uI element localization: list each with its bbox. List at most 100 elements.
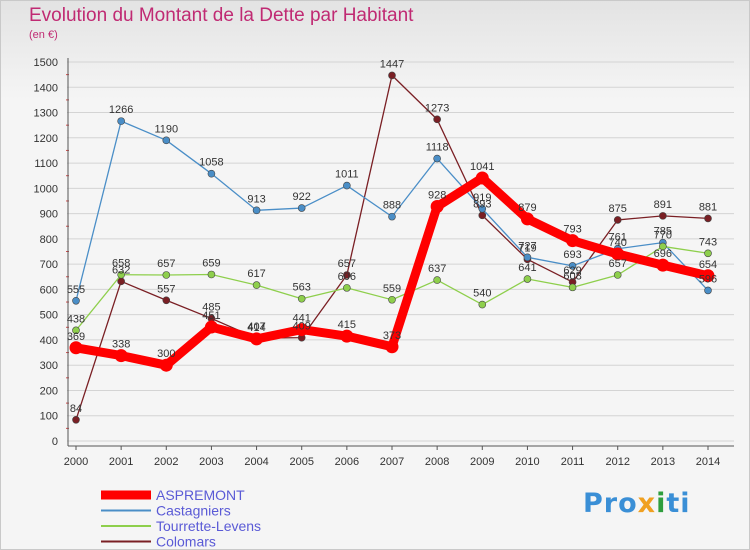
data-label: 922 bbox=[293, 191, 311, 203]
data-point bbox=[343, 181, 351, 190]
data-point bbox=[297, 294, 306, 303]
x-tick-label: 2002 bbox=[154, 456, 178, 468]
data-label: 657 bbox=[338, 258, 356, 270]
data-point bbox=[568, 283, 577, 292]
y-tick-label: 1300 bbox=[34, 108, 58, 120]
data-label: 557 bbox=[157, 283, 175, 295]
legend-label: Colomars bbox=[156, 534, 216, 550]
data-label: 696 bbox=[654, 248, 672, 260]
data-point bbox=[613, 271, 622, 279]
data-label: 555 bbox=[67, 284, 85, 296]
y-tick-label: 100 bbox=[40, 411, 58, 423]
x-tick-label: 2013 bbox=[651, 456, 675, 468]
data-label: 893 bbox=[473, 198, 491, 210]
data-point bbox=[204, 320, 218, 334]
data-point bbox=[117, 277, 125, 286]
y-tick-label: 300 bbox=[40, 360, 58, 372]
data-label: 84 bbox=[70, 403, 82, 415]
data-point bbox=[297, 204, 306, 212]
data-label: 300 bbox=[157, 348, 175, 360]
data-label: 793 bbox=[563, 224, 581, 236]
data-label: 409 bbox=[293, 321, 311, 333]
data-label: 881 bbox=[699, 201, 717, 213]
data-point bbox=[252, 206, 261, 215]
data-point bbox=[611, 247, 625, 261]
data-label: 1058 bbox=[199, 157, 223, 169]
data-point bbox=[659, 242, 667, 251]
chart-title: Evolution du Montant de la Dette par Hab… bbox=[29, 5, 414, 26]
legend-label: Tourrette-Levens bbox=[156, 518, 261, 534]
y-tick-label: 500 bbox=[40, 310, 58, 322]
data-point bbox=[388, 295, 396, 304]
data-label: 629 bbox=[563, 265, 581, 277]
data-label: 415 bbox=[338, 319, 356, 331]
data-label: 441 bbox=[293, 313, 311, 325]
data-point bbox=[295, 323, 309, 337]
y-tick-label: 0 bbox=[52, 436, 58, 448]
legend-label: Castagniers bbox=[156, 503, 231, 519]
data-point bbox=[72, 415, 80, 424]
data-point bbox=[385, 340, 399, 354]
data-point bbox=[656, 258, 670, 272]
data-label: 913 bbox=[247, 193, 265, 205]
data-label: 743 bbox=[699, 236, 717, 248]
y-tick-label: 1100 bbox=[34, 158, 58, 170]
data-label: 659 bbox=[202, 257, 220, 269]
data-label: 1011 bbox=[335, 169, 359, 181]
y-tick-label: 600 bbox=[40, 284, 58, 296]
data-point bbox=[523, 253, 532, 262]
data-point bbox=[159, 358, 173, 372]
data-label: 879 bbox=[518, 202, 536, 214]
y-tick-label: 400 bbox=[40, 335, 58, 347]
data-point bbox=[72, 296, 80, 305]
data-label: 438 bbox=[67, 313, 85, 325]
data-label: 654 bbox=[699, 259, 717, 271]
data-point bbox=[388, 71, 396, 80]
y-tick-label: 200 bbox=[40, 385, 58, 397]
data-label: 637 bbox=[428, 263, 446, 275]
data-point bbox=[207, 169, 216, 178]
data-point bbox=[523, 275, 532, 283]
data-label: 888 bbox=[383, 200, 401, 212]
data-point bbox=[520, 212, 534, 226]
data-point bbox=[433, 276, 441, 284]
data-point bbox=[162, 136, 171, 145]
data-label: 606 bbox=[338, 271, 356, 283]
data-label: 338 bbox=[112, 339, 130, 351]
data-point bbox=[72, 326, 80, 335]
data-point bbox=[475, 171, 489, 185]
data-point bbox=[340, 329, 354, 343]
y-tick-label: 1000 bbox=[34, 183, 58, 195]
data-label: 740 bbox=[609, 237, 627, 249]
data-point bbox=[343, 271, 351, 279]
data-point bbox=[704, 214, 712, 223]
data-point bbox=[701, 269, 715, 283]
data-label: 414 bbox=[247, 322, 265, 334]
data-label: 617 bbox=[247, 268, 265, 280]
data-label: 1273 bbox=[425, 102, 449, 114]
data-point bbox=[568, 262, 577, 270]
data-label: 928 bbox=[428, 190, 446, 202]
data-label: 875 bbox=[609, 203, 627, 215]
data-point bbox=[114, 349, 128, 363]
data-point bbox=[388, 212, 396, 221]
data-label: 891 bbox=[654, 199, 672, 211]
data-label: 608 bbox=[563, 270, 581, 282]
y-tick-label: 700 bbox=[40, 259, 58, 271]
data-label: 373 bbox=[383, 330, 401, 342]
x-tick-label: 2003 bbox=[199, 456, 223, 468]
data-label: 693 bbox=[563, 249, 581, 261]
x-tick-label: 2006 bbox=[335, 456, 359, 468]
y-tick-label: 1200 bbox=[34, 133, 58, 145]
data-point bbox=[478, 211, 487, 220]
data-label: 1447 bbox=[380, 58, 404, 70]
y-tick-label: 1400 bbox=[34, 82, 58, 94]
legend-label: ASPREMONT bbox=[156, 487, 245, 503]
data-label: 1266 bbox=[109, 104, 133, 116]
x-tick-label: 2001 bbox=[109, 456, 133, 468]
x-tick-label: 2014 bbox=[696, 456, 720, 468]
data-point bbox=[478, 204, 487, 213]
data-label: 919 bbox=[473, 192, 491, 204]
data-point bbox=[252, 281, 261, 289]
